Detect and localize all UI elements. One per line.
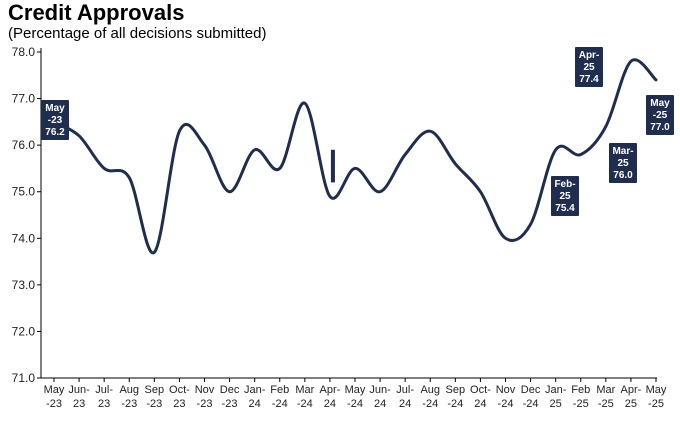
x-tick-label-line2: -25	[598, 398, 614, 410]
label-may-23-text: 76.2	[45, 127, 65, 138]
x-tick-label: Sep	[145, 384, 165, 396]
x-tick-label: Apr-	[621, 384, 642, 396]
x-tick-label: Jul-	[95, 384, 113, 396]
x-tick-label-line2: 24	[374, 398, 386, 410]
y-tick-label: 74.0	[12, 231, 36, 245]
x-tick-label: Jul-	[396, 384, 414, 396]
x-tick-label-line2: 24	[324, 398, 336, 410]
label-apr-25-text: 77.4	[579, 74, 599, 85]
x-tick-label-line2: -24	[447, 398, 463, 410]
x-tick-label-line2: -24	[272, 398, 288, 410]
x-tick-label: Jun-	[68, 384, 90, 396]
x-tick-label: Nov	[195, 384, 215, 396]
y-tick-label: 72.0	[12, 324, 36, 338]
chart-subtitle: (Percentage of all decisions submitted)	[8, 25, 267, 42]
label-may-25-text: -25	[653, 110, 668, 121]
x-tick-label-line2: 25	[550, 398, 562, 410]
y-tick-label: 73.0	[12, 278, 36, 292]
label-mar-25-text: 25	[617, 158, 629, 169]
x-tick-label-line2: -24	[422, 398, 438, 410]
y-tick-label: 78.0	[12, 45, 36, 59]
x-tick-label-line2: 23	[73, 398, 85, 410]
x-tick-label-line2: 23	[173, 398, 185, 410]
x-tick-label-line2: -24	[347, 398, 363, 410]
label-apr-25-text: Apr-	[579, 50, 600, 61]
x-tick-label: Oct-	[470, 384, 491, 396]
label-may-25-text: 77.0	[650, 122, 670, 133]
x-tick-label-line2: 23	[98, 398, 110, 410]
x-tick-label: Mar	[295, 384, 314, 396]
x-tick-label-line2: -24	[297, 398, 313, 410]
x-tick-label-line2: -23	[121, 398, 137, 410]
series-line	[52, 58, 658, 254]
y-tick-label: 75.0	[12, 185, 36, 199]
x-tick-label-line2: 25	[625, 398, 637, 410]
y-tick-label: 77.0	[12, 92, 36, 106]
x-tick-label: Nov	[496, 384, 516, 396]
label-feb-25-text: 25	[559, 191, 571, 202]
x-tick-label: Dec	[521, 384, 541, 396]
x-tick-label: May	[646, 384, 667, 396]
label-may-25-text: May	[650, 98, 670, 109]
x-tick-label: Mar	[596, 384, 615, 396]
x-tick-label: Dec	[220, 384, 240, 396]
label-feb-25-text: Feb-	[554, 179, 575, 190]
x-tick-label-line2: -25	[648, 398, 664, 410]
x-tick-label-line2: 24	[399, 398, 411, 410]
x-tick-label: Apr-	[320, 384, 341, 396]
x-tick-label-line2: -23	[197, 398, 213, 410]
label-mar-25-text: Mar-	[612, 146, 633, 157]
x-tick-label-line2: 24	[474, 398, 486, 410]
label-may-23-text: -23	[48, 115, 63, 126]
x-tick-label: May	[345, 384, 366, 396]
x-tick-label-line2: -23	[46, 398, 62, 410]
label-may-25-box	[646, 95, 674, 135]
label-apr-25-box	[575, 47, 603, 87]
x-tick-label: Feb	[270, 384, 289, 396]
x-tick-label: Jun-	[369, 384, 391, 396]
x-tick-label-line2: -25	[573, 398, 589, 410]
chart-title: Credit Approvals	[8, 0, 185, 25]
label-apr-25-text: 25	[583, 62, 595, 73]
label-may-23-text: May	[45, 103, 65, 114]
label-mar-25-box	[609, 143, 637, 183]
x-tick-label: Jan-	[244, 384, 266, 396]
label-feb-25-box	[551, 176, 579, 216]
x-tick-label-line2: -24	[523, 398, 539, 410]
x-tick-label: Sep	[446, 384, 466, 396]
y-tick-label: 71.0	[12, 371, 36, 385]
x-tick-label: Aug	[420, 384, 440, 396]
label-feb-25-text: 75.4	[555, 203, 575, 214]
label-may-23-box	[41, 100, 69, 140]
x-tick-label-line2: -23	[222, 398, 238, 410]
x-tick-label: May	[44, 384, 65, 396]
x-tick-label-line2: -23	[146, 398, 162, 410]
x-tick-label: Jan-	[545, 384, 567, 396]
x-tick-label: Aug	[119, 384, 139, 396]
y-tick-label: 76.0	[12, 138, 36, 152]
x-tick-label-line2: 24	[249, 398, 261, 410]
x-tick-label: Feb	[571, 384, 590, 396]
x-tick-label: Oct-	[169, 384, 190, 396]
label-mar-25-text: 76.0	[613, 170, 633, 181]
x-tick-label-line2: -24	[498, 398, 514, 410]
